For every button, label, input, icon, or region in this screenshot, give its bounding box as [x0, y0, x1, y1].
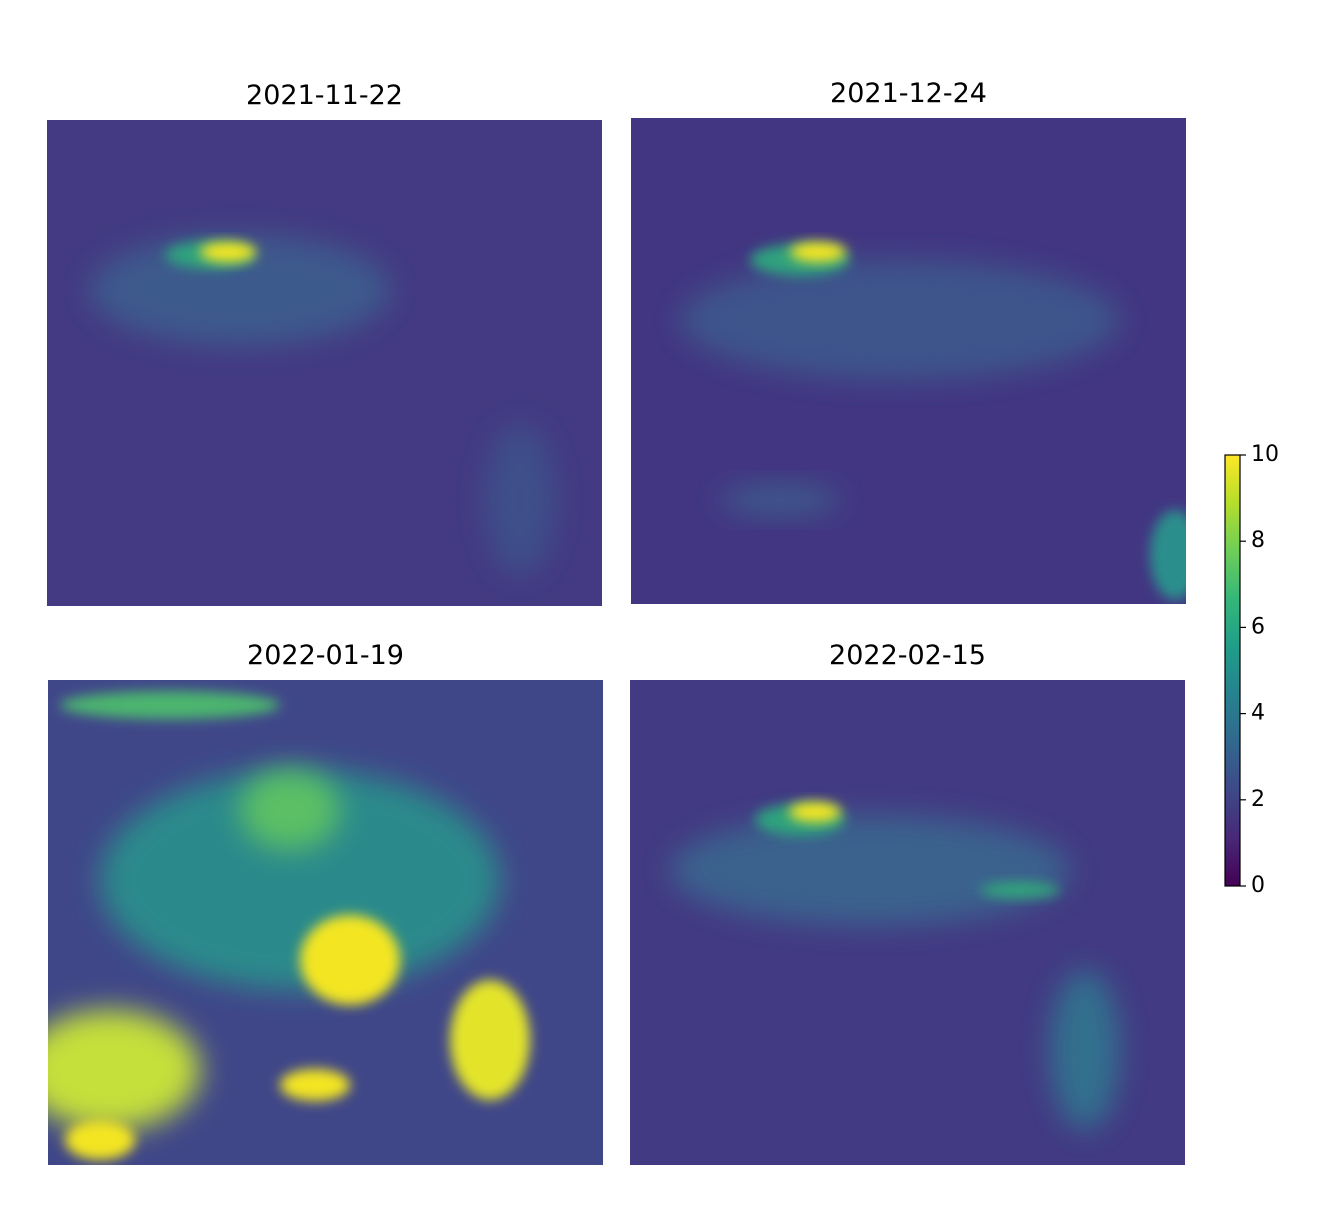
panel-image: [630, 680, 1185, 1165]
colorbar-tick-label: 8: [1251, 528, 1265, 553]
panel-image: [48, 680, 603, 1165]
colorbar-tick-label: 2: [1251, 787, 1265, 812]
panel-title: 2021-12-24: [830, 78, 987, 109]
colorbar-tick-label: 6: [1251, 614, 1265, 639]
panel-title: 2022-01-19: [247, 640, 404, 671]
panel-image: [47, 120, 602, 606]
panel-title: 2021-11-22: [246, 80, 403, 111]
panel-image: [631, 118, 1186, 604]
colorbar-tick-label: 0: [1251, 873, 1265, 898]
colorbar-tick-label: 4: [1251, 701, 1265, 726]
colorbar: [1224, 454, 1241, 887]
colorbar-tick-label: 10: [1251, 442, 1279, 467]
panel-title: 2022-02-15: [829, 640, 986, 671]
